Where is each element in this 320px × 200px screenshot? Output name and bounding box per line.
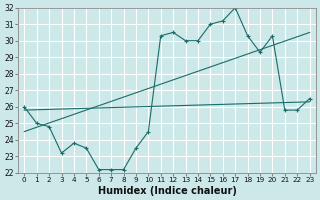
X-axis label: Humidex (Indice chaleur): Humidex (Indice chaleur): [98, 186, 236, 196]
